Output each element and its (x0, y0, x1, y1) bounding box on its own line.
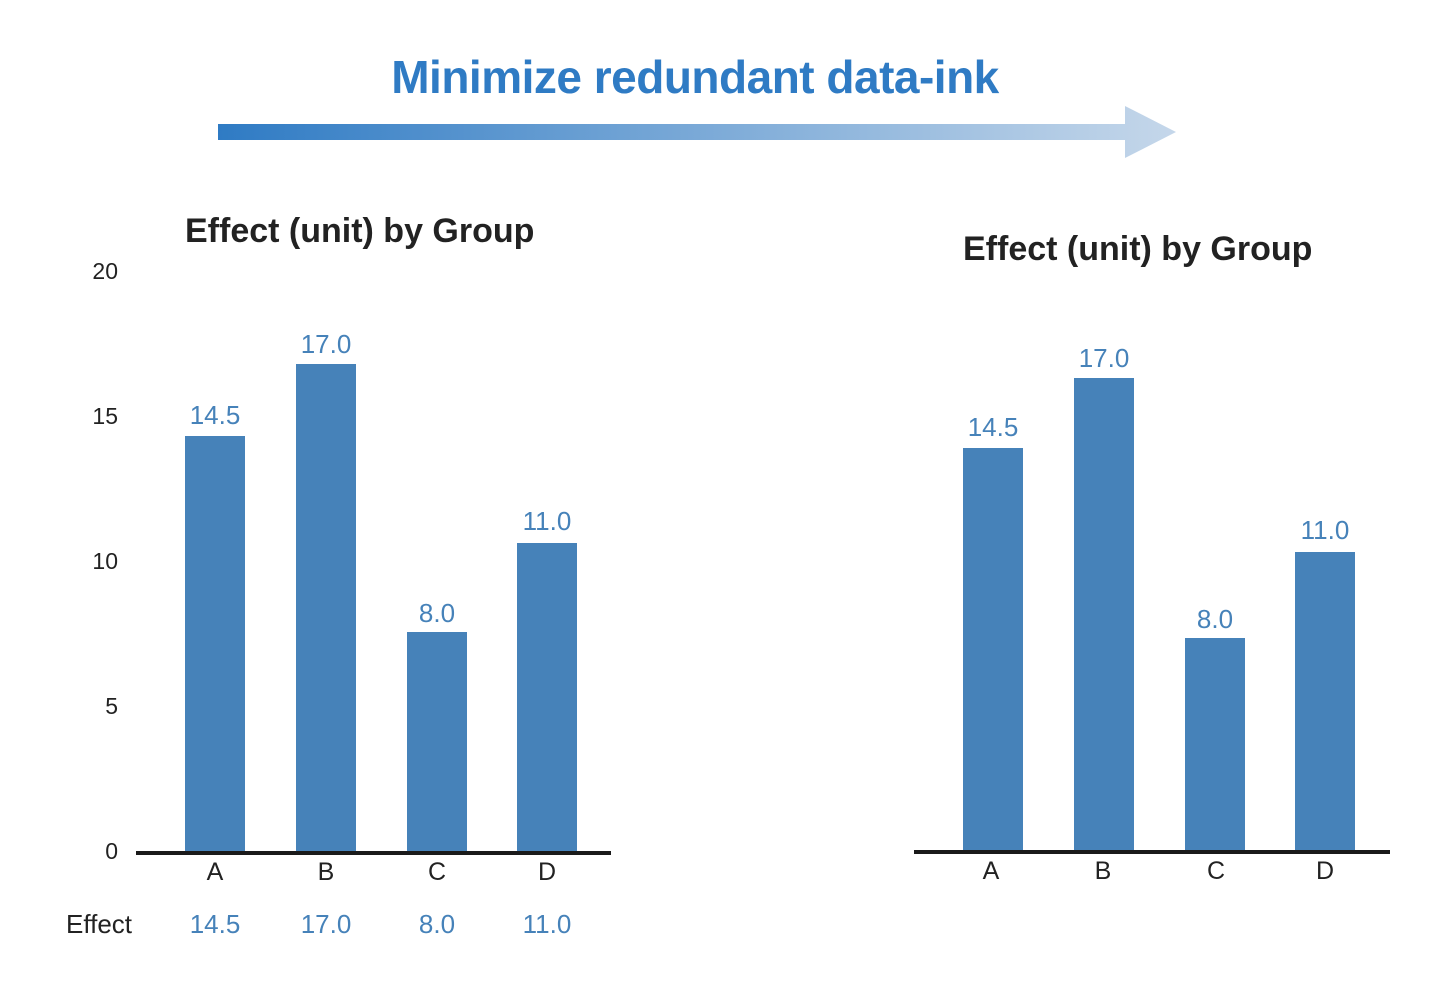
x-tick: B (1094, 857, 1112, 885)
data-table-cell: 14.5 (189, 909, 241, 939)
y-tick: 15 (92, 403, 118, 429)
x-tick: D (537, 858, 557, 886)
y-tick: 0 (105, 838, 118, 864)
bar-label: 14.5 (967, 412, 1019, 442)
data-table-row-label: Effect (66, 909, 133, 939)
arrow-right-icon (218, 106, 1176, 158)
y-tick: 10 (92, 548, 118, 574)
bar-d (1295, 552, 1355, 851)
bar-b (1074, 378, 1134, 851)
bar-label: 17.0 (1078, 343, 1130, 373)
x-axis (914, 850, 1390, 854)
x-tick: B (317, 858, 335, 886)
right-chart-title: Effect (unit) by Group (963, 230, 1313, 268)
bar-label: 8.0 (1196, 604, 1234, 634)
bar-c (407, 632, 467, 852)
left-chart-title: Effect (unit) by Group (185, 212, 535, 250)
bar-label: 17.0 (300, 329, 352, 359)
x-tick: A (206, 858, 224, 886)
bar-label: 8.0 (418, 598, 456, 628)
y-tick: 20 (92, 258, 118, 284)
bar-a (185, 436, 245, 852)
bar-b (296, 364, 356, 852)
x-tick: C (1206, 857, 1226, 885)
bar-d (517, 543, 577, 852)
x-axis (136, 851, 611, 855)
x-tick: D (1315, 857, 1335, 885)
data-table-cell: 17.0 (300, 909, 352, 939)
data-table-cell: 8.0 (418, 909, 456, 939)
x-tick: C (427, 858, 447, 886)
x-tick: A (982, 857, 1000, 885)
bar-label: 11.0 (1300, 515, 1350, 545)
y-tick: 5 (105, 693, 118, 719)
bar-a (963, 448, 1023, 851)
bar-c (1185, 638, 1245, 851)
data-table-cell: 11.0 (522, 909, 572, 939)
bar-label: 14.5 (189, 400, 241, 430)
bar-label: 11.0 (522, 506, 572, 536)
headline: Minimize redundant data-ink (391, 51, 999, 103)
